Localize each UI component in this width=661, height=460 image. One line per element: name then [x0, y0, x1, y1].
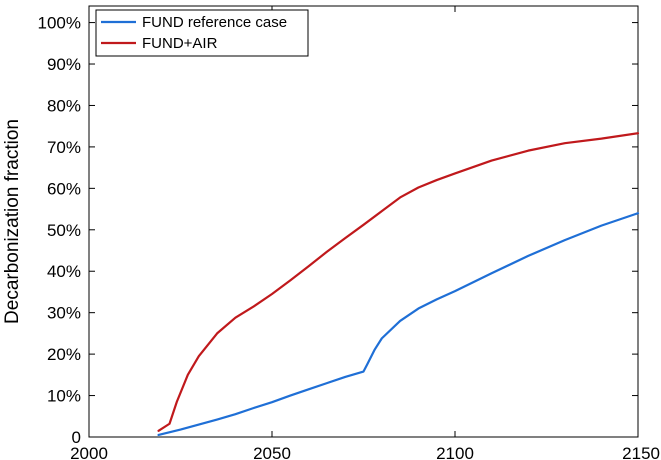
legend-box: [95, 9, 309, 57]
series-line-1: [157, 132, 640, 432]
y-tick-label: 80%: [47, 96, 81, 115]
plot-area: [88, 5, 639, 438]
y-tick-label: 100%: [38, 14, 81, 33]
x-tick-label: 2000: [70, 444, 108, 460]
y-tick-label: 40%: [47, 262, 81, 281]
y-tick-label: 60%: [47, 179, 81, 198]
legend-label-fund-air: FUND+AIR: [142, 35, 218, 52]
legend: FUND reference case FUND+AIR: [95, 9, 309, 57]
y-tick-label: 50%: [47, 221, 81, 240]
y-tick-label: 20%: [47, 345, 81, 364]
series-line-0: [157, 212, 640, 437]
y-tick-label: 10%: [47, 387, 81, 406]
legend-label-fund-reference: FUND reference case: [142, 14, 287, 31]
y-tick-label: 0: [72, 428, 81, 447]
y-tick-label: 30%: [47, 304, 81, 323]
axis-ticks: 0 10% 20% 30% 40% 50% 60% 70% 80% 90% 100% 2000 2050…: [38, 6, 660, 460]
y-tick-label: 90%: [47, 55, 81, 74]
series-layer: [157, 132, 640, 437]
x-tick-label: 2100: [436, 444, 474, 460]
x-tick-label: 2050: [253, 444, 291, 460]
x-tick-label: 2150: [622, 444, 660, 460]
y-tick-label: 70%: [47, 138, 81, 157]
y-axis-label: Decarbonization fraction: [2, 119, 23, 324]
